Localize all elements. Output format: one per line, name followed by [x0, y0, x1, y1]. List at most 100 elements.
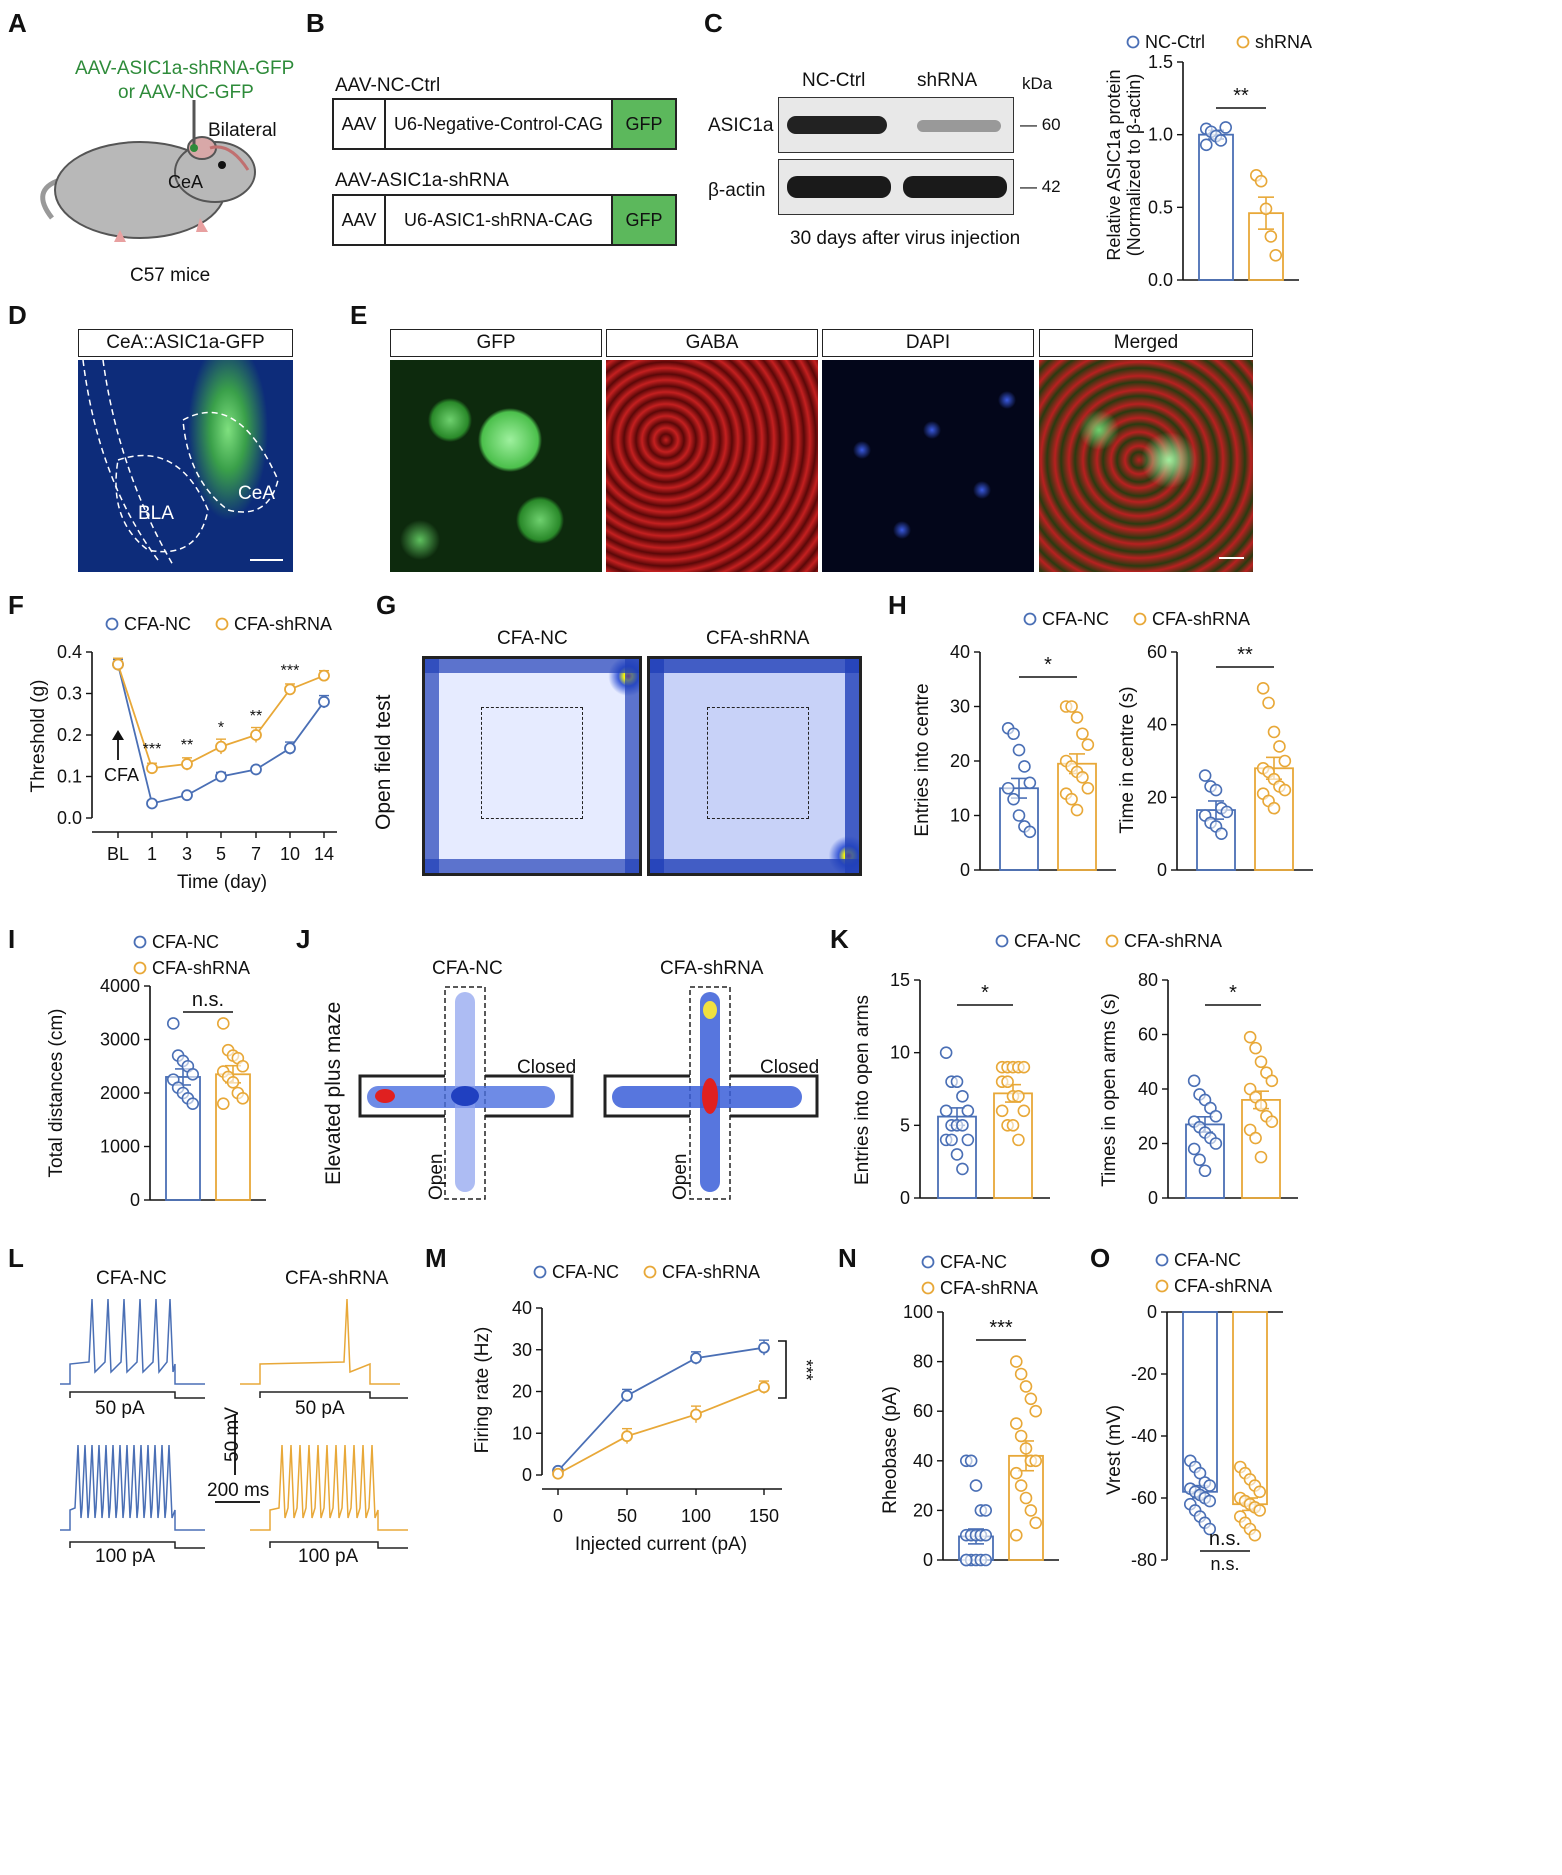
sig-label: *: [1229, 982, 1237, 1004]
data-point: [1065, 792, 1078, 806]
spike-trace: [240, 1298, 400, 1385]
data-point: [1262, 765, 1275, 779]
y-tick-label: 0: [1157, 860, 1167, 880]
epm-side-label: Elevated plus maze: [322, 1001, 345, 1185]
y-tick-label: 0: [1147, 1302, 1157, 1322]
data-point: [1243, 1473, 1257, 1486]
data-point: [1023, 776, 1037, 790]
y-tick-label: 0: [923, 1550, 933, 1570]
data-point: [1204, 125, 1218, 139]
y-tick-label: 80: [913, 1352, 933, 1372]
data-point: [621, 1430, 633, 1443]
virus-label-2: or AAV-NC-GFP: [118, 82, 254, 103]
data-point: [181, 1092, 195, 1105]
of-title-nc: CFA-NC: [497, 628, 568, 649]
data-point: [1183, 1454, 1197, 1468]
band-label-actin: β-actin: [708, 180, 766, 201]
sig-label: ***: [796, 1359, 816, 1380]
data-point: [1065, 760, 1078, 773]
y-tick-label: 0: [900, 1188, 910, 1208]
data-point: [1198, 1491, 1212, 1505]
data-point: [1024, 1504, 1038, 1517]
data-point: [995, 1104, 1009, 1118]
data-point: [1019, 1491, 1033, 1505]
bar: [1248, 212, 1284, 281]
data-point: [1254, 1150, 1268, 1164]
data-point: [1262, 696, 1275, 710]
data-point: [1012, 743, 1026, 757]
data-point: [1267, 725, 1281, 739]
data-point: [1014, 1429, 1028, 1443]
data-point: [221, 1043, 235, 1057]
data-point: [964, 1454, 978, 1468]
data-point: [1070, 803, 1084, 817]
epm-closed-shrna: Closed: [760, 1057, 820, 1078]
legend-marker: [1105, 934, 1119, 948]
blot-caption: 30 days after virus injection: [790, 228, 1021, 249]
data-point: [1260, 1109, 1273, 1123]
data-point: [1198, 809, 1212, 822]
y-tick-label: 60: [1147, 642, 1167, 662]
data-point: [950, 1075, 964, 1089]
y-tick-label: 40: [1147, 715, 1167, 735]
legend-marker: [921, 1281, 935, 1295]
data-point: [1209, 129, 1223, 143]
legend-marker: [133, 935, 147, 949]
y-tick-label: 0.5: [1148, 197, 1173, 217]
epm-tracks: [358, 986, 819, 1200]
data-point: [1198, 1476, 1212, 1489]
data-point: [1001, 1119, 1014, 1132]
sig-label: *: [1044, 654, 1052, 676]
data-point: [1256, 761, 1270, 775]
data-point: [1259, 202, 1273, 216]
panel-label-d: D: [8, 300, 27, 330]
data-point: [1219, 121, 1233, 134]
data-point: [1081, 781, 1095, 795]
data-point: [964, 1553, 978, 1567]
data-point: [1253, 1504, 1267, 1517]
data-point: [216, 1017, 230, 1030]
data-point: [961, 1133, 975, 1147]
y-tick-label: 40: [512, 1298, 532, 1318]
y-tick-label: 0: [522, 1465, 532, 1485]
data-point: [1204, 780, 1217, 793]
panel-label-a: A: [8, 8, 27, 38]
data-point: [945, 1119, 958, 1132]
data-point: [950, 1119, 964, 1132]
data-point: [1065, 700, 1078, 713]
data-point: [1076, 771, 1089, 784]
panel-label-f: F: [8, 590, 24, 620]
data-point: [226, 1076, 240, 1089]
data-point: [318, 695, 330, 708]
data-point: [1278, 783, 1292, 797]
data-point: [1209, 783, 1223, 797]
data-point: [758, 1341, 770, 1354]
bar: [993, 1092, 1033, 1199]
legend-label: CFA-NC: [1174, 1250, 1241, 1270]
legend-marker: [1155, 1253, 1169, 1267]
data-point: [1249, 1090, 1262, 1104]
data-point: [1214, 134, 1228, 147]
data-point: [956, 1162, 969, 1176]
x-axis-label: Time (day): [177, 872, 267, 893]
y-tick-label: 0.0: [1148, 270, 1173, 290]
data-point: [1253, 1485, 1267, 1499]
data-point: [221, 1070, 235, 1084]
data-point: [1009, 1466, 1023, 1480]
data-point: [1204, 1101, 1217, 1115]
epm-open-shrna: Open: [670, 1153, 691, 1200]
data-point: [690, 1408, 702, 1421]
data-point: [231, 1086, 245, 1100]
data-point: [1076, 727, 1089, 741]
legend-label: CFA-NC: [1042, 609, 1109, 629]
data-point: [979, 1553, 993, 1567]
data-point: [1203, 1494, 1217, 1508]
data-point: [939, 1104, 953, 1118]
series-line: [117, 664, 325, 770]
data-point: [1233, 1491, 1247, 1505]
data-point: [1204, 1131, 1217, 1145]
data-point: [1009, 1355, 1023, 1368]
data-point: [1243, 1030, 1257, 1044]
data-point: [969, 1479, 983, 1492]
data-point: [1059, 700, 1073, 713]
